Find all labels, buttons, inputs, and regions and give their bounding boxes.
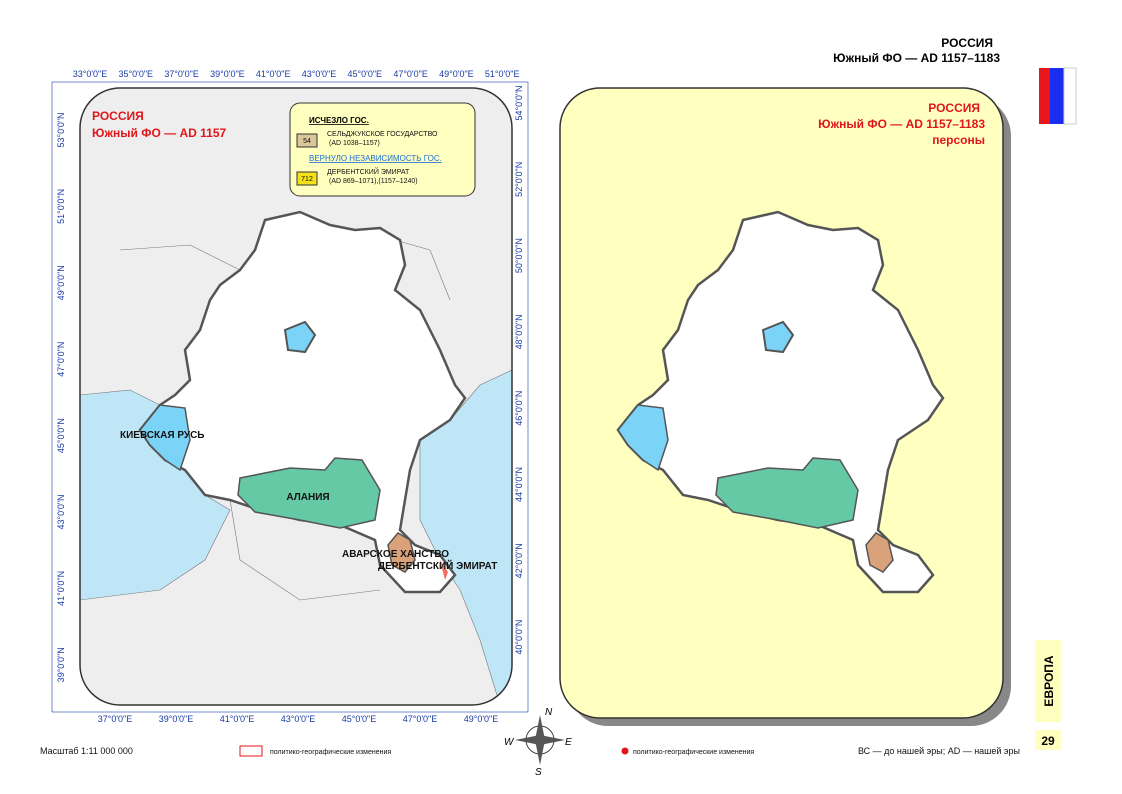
coordinate-label: 41°0'0"N (56, 571, 66, 606)
coordinate-label: 50°0'0"N (514, 238, 524, 273)
coordinate-label: 37°0'0"E (164, 69, 199, 79)
legend-name: ДЕРБЕНТСКИЙ ЭМИРАТ (327, 167, 410, 176)
right-map (616, 210, 945, 594)
coordinate-label: 41°0'0"E (256, 69, 291, 79)
page-tab (1035, 730, 1061, 750)
changes-label: политико-географические изменения (633, 749, 754, 756)
legend-dates: (AD 869–1071),(1157–1240) (329, 178, 418, 185)
legend: ИСЧЕЗЛО ГОС. 54 СЕЛЬДЖУКСКОЕ ГОСУДАРСТВО… (289, 102, 476, 197)
compass-letter: W (504, 737, 515, 748)
right-map-subtitle: Южный ФО — AD 1157–1183 (818, 117, 985, 131)
coordinate-label: 47°0'0"E (403, 714, 438, 724)
map-label: КИЕВСКАЯ РУСЬ (120, 430, 204, 441)
coordinate-label: 45°0'0"E (342, 714, 377, 724)
coordinate-label: 39°0'0"E (210, 69, 245, 79)
coordinate-label: 42°0'0"N (514, 543, 524, 578)
header-title: РОССИЯ (941, 36, 993, 50)
section-name: ЕВРОПА (1042, 655, 1056, 706)
flag (1039, 67, 1077, 125)
coordinate-label: 37°0'0"E (98, 714, 133, 724)
changes-dot (621, 747, 629, 755)
coordinate-label: 46°0'0"N (514, 391, 524, 426)
legend-name: СЕЛЬДЖУКСКОЕ ГОСУДАРСТВО (327, 131, 438, 138)
coordinate-label: 49°0'0"N (56, 265, 66, 300)
coordinate-label: 51°0'0"N (56, 189, 66, 224)
legend-heading: ВЕРНУЛО НЕЗАВИСИМОСТЬ ГОС. (309, 154, 442, 163)
map-label: АВАРСКОЕ ХАНСТВО (342, 549, 449, 560)
changes-swatch (239, 745, 263, 757)
coordinate-label: 33°0'0"E (73, 69, 108, 79)
compass-letter: E (565, 737, 572, 748)
coordinate-label: 52°0'0"N (514, 162, 524, 197)
coordinate-label: 45°0'0"E (348, 69, 383, 79)
coordinate-label: 35°0'0"E (119, 69, 154, 79)
coordinate-label: 39°0'0"N (56, 647, 66, 682)
changes-label: политико-географические изменения (270, 749, 391, 756)
compass: N E S W (504, 707, 572, 778)
coordinates: 33°0'0"E 35°0'0"E 37°0'0"E 39°0'0"E 41°0'0"E… (56, 69, 524, 724)
coordinate-label: 43°0'0"E (302, 69, 337, 79)
coordinate-label: 40°0'0"N (514, 620, 524, 655)
scale: Масштаб 1:11 000 000 (40, 746, 133, 756)
left-map-frame (79, 87, 513, 706)
legend-dates: (AD 1038–1157) (329, 140, 380, 147)
coordinate-label: 49°0'0"E (464, 714, 499, 724)
compass-letter: S (535, 767, 542, 778)
section-tab (1035, 640, 1061, 722)
coordinate-label: 53°0'0"N (56, 112, 66, 147)
legend-code: 712 (301, 176, 313, 183)
header-subtitle: Южный ФО — AD 1157–1183 (833, 51, 1000, 65)
coordinate-label: 49°0'0"E (439, 69, 474, 79)
coordinate-label: 48°0'0"N (514, 314, 524, 349)
right-map-title: РОССИЯ (928, 101, 980, 115)
page-number: 29 (1041, 734, 1055, 748)
map-label: АЛАНИЯ (286, 492, 329, 503)
coordinate-label: 54°0'0"N (514, 85, 524, 120)
coordinate-label: 47°0'0"N (56, 342, 66, 377)
left-map-subtitle: Южный ФО — AD 1157 (92, 126, 227, 140)
coordinate-label: 51°0'0"E (485, 69, 520, 79)
compass-letter: N (545, 707, 553, 718)
graticule-frame (51, 81, 529, 713)
coordinate-label: 45°0'0"N (56, 418, 66, 453)
right-map-note: персоны (932, 133, 985, 147)
coordinate-label: 47°0'0"E (393, 69, 428, 79)
legend-code: 54 (303, 138, 311, 145)
map-label: ДЕРБЕНТСКИЙ ЭМИРАТ (378, 559, 497, 572)
left-map-title: РОССИЯ (92, 109, 144, 123)
coordinate-label: 43°0'0"E (281, 714, 316, 724)
legend-heading: ИСЧЕЗЛО ГОС. (309, 116, 369, 125)
coordinate-label: 43°0'0"N (56, 494, 66, 529)
coordinate-label: 39°0'0"E (159, 714, 194, 724)
era-note: ВС — до нашей эры; AD — нашей эры (858, 746, 1020, 756)
coordinate-label: 41°0'0"E (220, 714, 255, 724)
coordinate-label: 44°0'0"N (514, 467, 524, 502)
